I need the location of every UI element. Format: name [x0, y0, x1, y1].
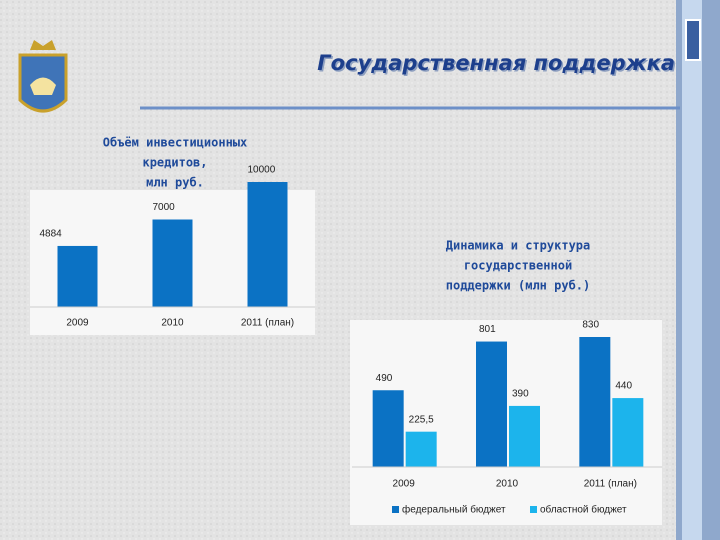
value-label: 10000	[248, 165, 276, 176]
chart-title: Объём инвестиционных	[103, 136, 248, 150]
bar	[612, 398, 644, 467]
bar	[372, 390, 404, 467]
bar	[152, 219, 193, 307]
value-label: 801	[479, 324, 496, 335]
legend-swatch	[530, 506, 537, 513]
value-label: 4884	[40, 229, 63, 240]
chart-title: поддержки (млн руб.)	[446, 279, 591, 293]
bar	[476, 341, 507, 467]
value-label: 490	[376, 373, 393, 384]
bar	[405, 431, 437, 467]
side-icon	[685, 19, 701, 61]
x-tick-label: 2011 (план)	[584, 479, 637, 490]
value-label: 7000	[153, 202, 176, 213]
chart-title: Динамика и структура	[446, 239, 591, 253]
bar	[509, 405, 540, 467]
chart-title: государственной	[464, 259, 572, 273]
x-tick-label: 2009	[66, 318, 89, 329]
value-label: 830	[582, 320, 599, 331]
slide-title: Государственная поддержка	[317, 51, 675, 75]
legend-label: областной бюджет	[540, 504, 627, 516]
bar	[57, 245, 98, 307]
legend-swatch	[392, 506, 399, 513]
x-tick-label: 2010	[496, 479, 519, 490]
chart-title: млн руб.	[146, 176, 204, 190]
value-label: 225,5	[409, 414, 434, 425]
side-strip	[682, 0, 702, 540]
coat-of-arms	[18, 40, 68, 113]
legend-label: федеральный бюджет	[402, 504, 506, 516]
x-tick-label: 2011 (план)	[241, 318, 294, 329]
bar	[579, 337, 611, 467]
bar	[247, 182, 288, 307]
chart-title: кредитов,	[142, 156, 207, 170]
value-label: 390	[512, 389, 529, 400]
x-tick-label: 2010	[161, 318, 184, 329]
value-label: 440	[615, 381, 632, 392]
title-shadow: Государственная поддержка	[319, 53, 677, 77]
x-tick-label: 2009	[393, 479, 416, 490]
